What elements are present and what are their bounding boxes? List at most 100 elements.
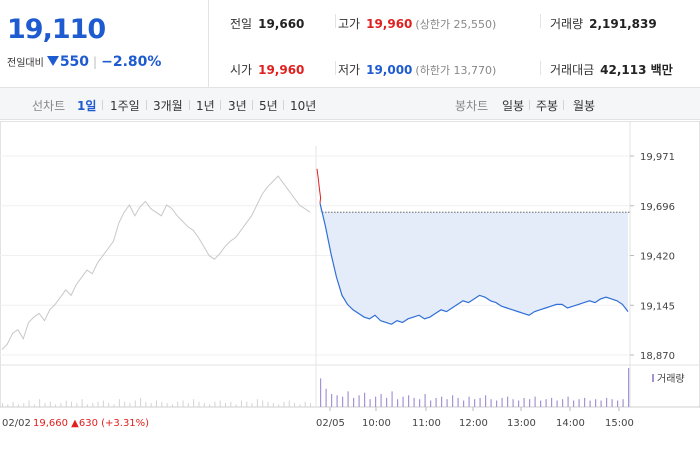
divider — [189, 100, 190, 110]
volume-bar — [391, 391, 393, 407]
change-amount: 550 — [59, 54, 90, 70]
tab-period-1w[interactable]: 1주일 — [110, 99, 140, 113]
change-label: 전일대비 — [7, 58, 44, 69]
volume-bar — [288, 400, 290, 407]
tab-candle-daily[interactable]: 일봉 — [502, 99, 525, 113]
tab-period-3y[interactable]: 3년 — [228, 99, 247, 113]
x-tick-label: 15:00 — [605, 418, 634, 429]
stat-label: 거래량 — [550, 17, 584, 31]
volume-bar — [364, 392, 366, 407]
volume-bar — [369, 399, 371, 407]
stat-label: 저가 — [338, 63, 361, 77]
volume-bar — [512, 399, 514, 407]
volume-bar — [17, 404, 19, 407]
volume-bar — [468, 396, 470, 407]
volume-bar — [435, 397, 437, 407]
volume-bar — [304, 401, 306, 407]
change-divider: | — [93, 55, 98, 69]
divider — [540, 14, 541, 28]
stat-value: 19,660 — [258, 17, 305, 31]
stats-panel: 전일 19,660 고가 19,960 (상한가 25,550) 거래량 2,191,8… — [210, 0, 700, 88]
volume-bar — [452, 395, 454, 407]
volume-bar — [358, 395, 360, 407]
volume-bar — [567, 396, 569, 407]
volume-bar — [529, 399, 531, 407]
tab-period-3m[interactable]: 3개월 — [153, 99, 183, 113]
tab-candle-weekly[interactable]: 주봉 — [536, 99, 559, 113]
volume-bar — [124, 401, 126, 407]
volume-bar — [507, 396, 509, 407]
volume-bar — [193, 399, 195, 407]
volume-bar — [474, 399, 476, 407]
volume-bar — [145, 401, 147, 407]
volume-bar — [33, 404, 35, 407]
tab-period-1d[interactable]: 1일 — [77, 99, 97, 113]
volume-bar — [65, 400, 67, 407]
volume-bar — [28, 400, 30, 407]
stat-high: 고가 19,960 (상한가 25,550) — [338, 15, 496, 32]
stat-value: 19,960 — [258, 63, 305, 77]
volume-legend-swatch — [652, 374, 654, 382]
volume-bar — [219, 400, 221, 407]
candle-chart-heading: 봉차트 — [455, 99, 489, 113]
volume-bar — [600, 400, 602, 407]
divider — [146, 100, 147, 110]
divider — [335, 14, 336, 28]
stat-label: 거래대금 — [550, 63, 595, 77]
divider — [563, 100, 564, 110]
volume-bar — [606, 397, 608, 407]
volume-bar — [251, 403, 253, 407]
volume-bar — [310, 403, 311, 407]
volume-bar — [573, 400, 575, 407]
volume-bar — [375, 396, 377, 407]
volume-bar — [161, 401, 163, 407]
today-price-line — [319, 203, 629, 325]
volume-bar — [463, 400, 465, 407]
volume-bar — [419, 399, 421, 407]
volume-bar — [230, 401, 232, 407]
volume-bar — [617, 400, 619, 407]
x-tick-label: 11:00 — [412, 418, 441, 429]
volume-bar — [283, 401, 285, 407]
line-chart-heading: 선차트 — [32, 99, 66, 113]
volume-bar — [578, 399, 580, 407]
stat-label: 고가 — [338, 17, 361, 31]
volume-bar — [177, 401, 179, 407]
volume-bar — [60, 403, 62, 407]
y-tick-label: 19,145 — [640, 301, 675, 312]
stat-label: 전일 — [230, 17, 253, 31]
volume-bar — [187, 403, 189, 407]
y-tick-label: 19,420 — [640, 252, 675, 263]
volume-bar — [294, 403, 296, 407]
volume-bar — [81, 399, 83, 407]
price-chart[interactable]: 19,971 19,696 19,420 19,145 18,870 거래량 02/02… — [0, 121, 700, 450]
tab-candle-monthly[interactable]: 월봉 — [573, 99, 596, 113]
tab-period-1y[interactable]: 1년 — [196, 99, 215, 113]
tab-period-5y[interactable]: 5년 — [259, 99, 278, 113]
stat-prev-close: 전일 19,660 — [230, 15, 304, 32]
stat-volume: 거래량 2,191,839 — [550, 15, 657, 32]
volume-bar — [496, 400, 498, 407]
volume-bar — [595, 399, 597, 407]
volume-bar — [71, 401, 73, 407]
volume-bar — [2, 403, 3, 407]
volume-bar — [92, 403, 94, 407]
chart-tab-bar: 선차트 1일 1주일 3개월 1년 3년 5년 10년 봉차트 일봉 주봉 월봉 — [0, 88, 700, 120]
volume-bar — [23, 403, 25, 407]
divider — [529, 100, 530, 110]
y-tick-label: 18,870 — [640, 351, 675, 362]
volume-bar — [479, 397, 481, 407]
volume-bar — [214, 401, 216, 407]
divider — [220, 100, 221, 110]
volume-bar — [397, 399, 399, 407]
change-percent: −2.80% — [101, 54, 162, 70]
prev-day-close-label: 19,660 ▲630 (+3.31%) — [33, 418, 149, 429]
volume-bar — [7, 404, 9, 407]
down-triangle-icon — [46, 56, 59, 66]
divider — [252, 100, 253, 110]
volume-bar — [523, 397, 525, 407]
tab-period-10y[interactable]: 10년 — [290, 99, 317, 113]
x-tick-label: 10:00 — [362, 418, 391, 429]
volume-bar — [380, 394, 382, 407]
x-tick-label: 02/02 — [2, 418, 31, 429]
